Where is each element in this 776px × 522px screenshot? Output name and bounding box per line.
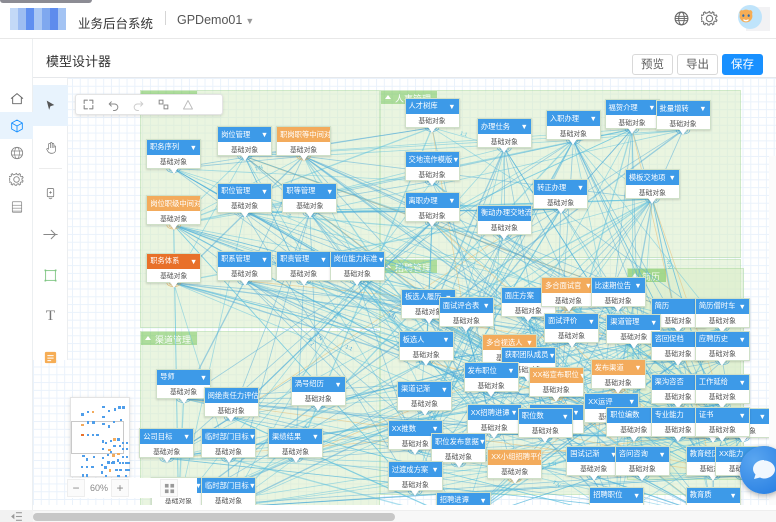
svg-text:1:1: 1:1 xyxy=(344,344,353,352)
